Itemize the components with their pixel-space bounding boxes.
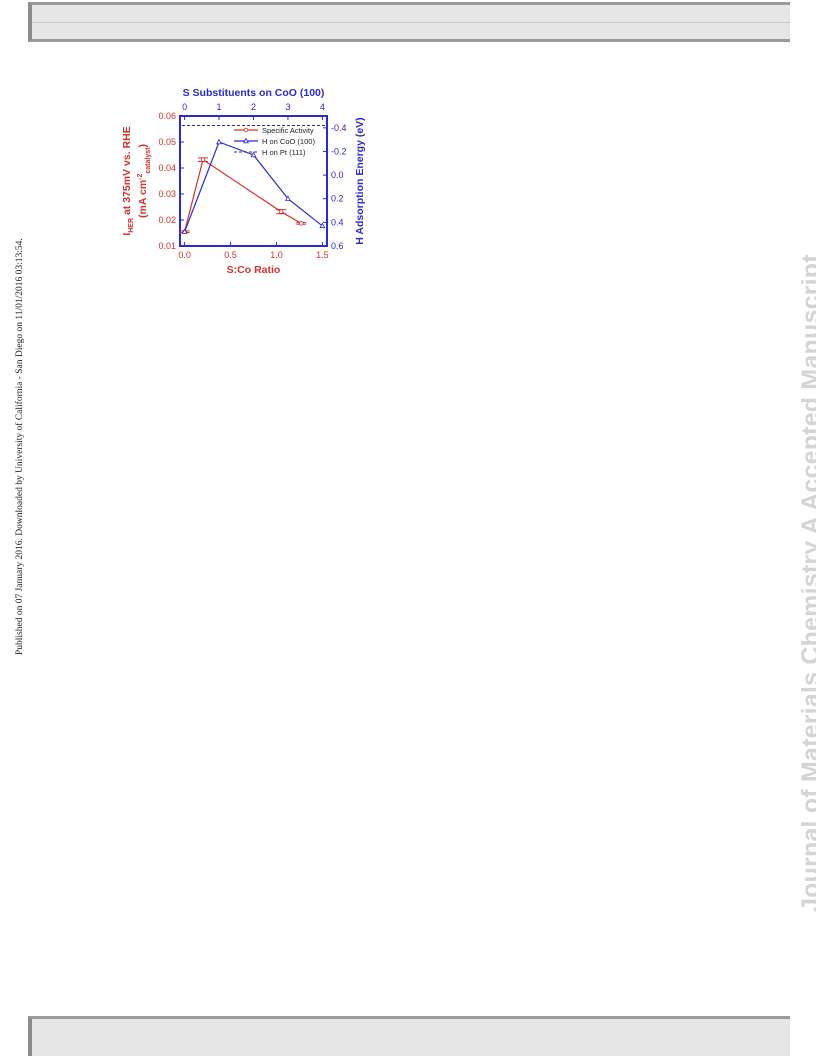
top-axis-title: S Substituents on CoO (100)	[183, 87, 325, 99]
journal-watermark: Journal of Materials Chemistry A Accepte…	[797, 254, 816, 912]
plot-frame	[179, 115, 328, 247]
legend-specific-activity-marker	[243, 127, 249, 133]
left-axis-title-superscript: -2	[137, 174, 144, 180]
x-tick-label: 1.0	[270, 250, 283, 260]
left-axis-title-subscript: catalyst	[145, 147, 152, 174]
top-tick-label: 4	[320, 102, 325, 112]
x-axis-title: S:Co Ratio	[227, 264, 281, 276]
specific-activity-point	[299, 221, 304, 226]
specific-activity-line	[184, 158, 302, 232]
left-tick-label: 0.01	[158, 241, 176, 251]
h-on-coo-point	[250, 151, 257, 158]
top-header-bar	[28, 2, 790, 42]
h-on-coo-point	[319, 222, 326, 229]
left-tick-label: 0.04	[158, 163, 176, 173]
right-tick-label: 0.2	[331, 194, 344, 204]
left-axis-title-line1: IHER at 375mV vs. RHE	[121, 126, 135, 235]
top-tick-label: 3	[285, 102, 290, 112]
left-axis-title-part: at 375mV vs. RHE	[121, 126, 133, 218]
left-tick-label: 0.03	[158, 189, 176, 199]
dual-axis-line-chart: S Substituents on CoO (100) 0 1 2 3 4 0.0 0.5 1.…	[121, 87, 366, 276]
right-axis-title: H Adsorption Energy (eV)	[354, 117, 366, 244]
header-rule	[32, 22, 790, 23]
legend-h-on-coo-marker	[243, 137, 249, 144]
left-tick-label: 0.05	[158, 137, 176, 147]
specific-activity-point	[200, 157, 206, 162]
legend-specific-activity-label: Specific Activity	[262, 126, 314, 135]
right-tick-label: 0.0	[331, 170, 344, 180]
left-tick-label: 0.06	[158, 111, 176, 121]
top-tick-label: 1	[217, 102, 222, 112]
legend-h-on-coo-label: H on CoO (100)	[262, 137, 315, 146]
top-tick-label: 2	[251, 102, 256, 112]
h-on-coo-point	[181, 228, 188, 235]
x-tick-label: 1.5	[316, 250, 329, 260]
bottom-footer-bar	[28, 1016, 790, 1056]
left-tick-label: 0.02	[158, 215, 176, 225]
right-tick-label: -0.4	[331, 123, 347, 133]
right-tick-label: -0.2	[331, 146, 347, 156]
h-on-coo-point	[284, 195, 291, 201]
legend-pt-label: H on Pt (111)	[262, 148, 306, 157]
left-axis-title-part: I	[121, 233, 133, 236]
left-axis-title-part: (mA cm	[137, 180, 149, 218]
x-tick-label: 0.5	[224, 250, 237, 260]
hydrogen-evolution-figure: S Substituents on CoO (100) 0 1 2 3 4 0.0 0.5 1.…	[100, 80, 380, 290]
left-axis-title-part: )	[137, 144, 149, 148]
publication-note: Published on 07 January 2016. Downloaded…	[15, 238, 25, 655]
left-axis-title-subscript: HER	[128, 218, 135, 233]
specific-activity-point	[278, 209, 284, 214]
left-axis-title-line2: (mA cm-2catalyst)	[137, 144, 152, 218]
right-tick-label: 0.4	[331, 217, 344, 227]
h-on-coo-point	[216, 138, 223, 145]
right-tick-label: 0.6	[331, 241, 344, 251]
top-tick-label: 0	[182, 102, 187, 112]
x-tick-label: 0.0	[178, 250, 191, 260]
